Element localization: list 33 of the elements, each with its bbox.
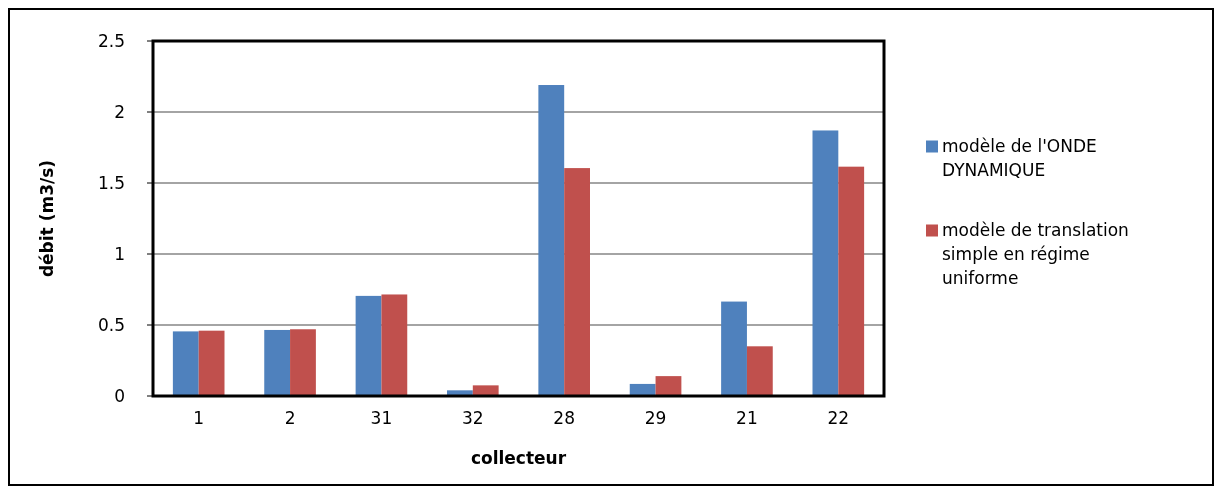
bar <box>381 294 408 396</box>
bar <box>538 85 565 396</box>
bar <box>355 295 382 396</box>
x-tick-label: 31 <box>370 408 393 428</box>
bar <box>838 166 865 396</box>
bar <box>746 346 773 396</box>
y-tick-label: 0.5 <box>97 314 125 335</box>
bar <box>290 329 316 396</box>
bar <box>264 329 291 396</box>
x-axis-title: collecteur <box>470 448 567 468</box>
x-tick-label: 29 <box>644 408 667 428</box>
bar <box>629 383 656 396</box>
y-axis-title: débit (m3/s) <box>37 159 57 278</box>
legend-label: modèle de translation simple en régime uniforme <box>942 220 1129 289</box>
bar <box>472 385 499 396</box>
x-tick-label: 32 <box>461 408 484 428</box>
x-tick-label: 1 <box>193 408 205 428</box>
y-tick-label: 2.5 <box>97 30 125 51</box>
x-tick-label: 22 <box>827 408 850 428</box>
bar <box>655 376 682 396</box>
y-tick-label: 1.5 <box>97 172 125 193</box>
bar <box>812 130 839 396</box>
bar <box>564 168 590 396</box>
x-tick-label: 21 <box>736 408 758 428</box>
bar <box>198 330 225 396</box>
x-tick-label: 2 <box>284 408 296 428</box>
legend-label: modèle de l'ONDE DYNAMIQUE <box>942 136 1097 181</box>
y-tick-label: 2 <box>114 101 125 122</box>
x-tick-label: 28 <box>553 408 576 428</box>
bar <box>172 331 199 396</box>
y-tick-label: 0 <box>114 385 125 406</box>
y-tick-label: 1 <box>114 243 125 264</box>
bar <box>721 301 747 396</box>
